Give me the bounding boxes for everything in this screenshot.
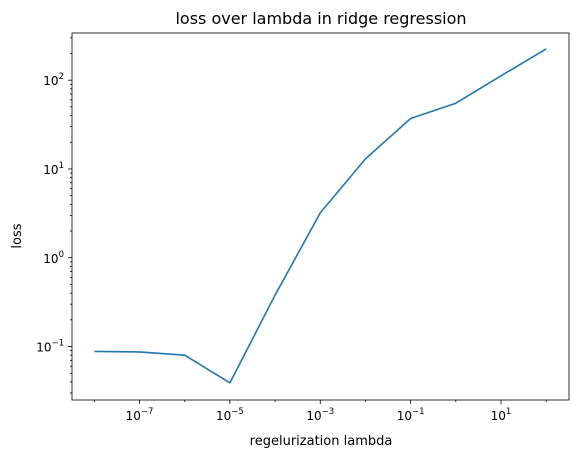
y-tick-label: 101 (43, 161, 64, 177)
plot-area: 10−7 10−5 10−3 10−1 101 10−1 100 101 102 (36, 32, 570, 423)
data-point (545, 48, 547, 50)
data-point (455, 102, 457, 104)
data-point (274, 294, 276, 296)
x-axis-label: regelurization lambda (250, 434, 393, 449)
series-line (94, 48, 547, 384)
x-tick-label: 10−5 (216, 407, 244, 423)
data-point (229, 382, 231, 384)
data-point (93, 350, 95, 352)
y-tick-label: 10−1 (36, 339, 64, 355)
x-tick-label: 10−3 (306, 407, 334, 423)
data-point (319, 212, 321, 214)
data-point (409, 117, 411, 119)
x-tick-label: 10−7 (126, 407, 154, 423)
data-point (138, 351, 140, 353)
plot-frame (71, 32, 570, 401)
chart-title: loss over lambda in ridge regression (175, 9, 466, 28)
y-tick-label: 102 (43, 72, 64, 88)
y-axis-label: loss (10, 223, 25, 248)
data-point (500, 75, 502, 77)
x-tick-label: 10−1 (397, 407, 425, 423)
x-tick-label: 101 (491, 407, 512, 423)
data-point (184, 354, 186, 356)
data-point (364, 158, 366, 160)
y-tick-label: 100 (43, 250, 64, 266)
